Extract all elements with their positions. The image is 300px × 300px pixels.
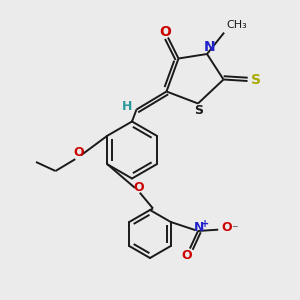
Text: N: N bbox=[204, 40, 215, 54]
Text: N: N bbox=[194, 221, 204, 234]
Text: O: O bbox=[73, 146, 84, 160]
Text: ⁻: ⁻ bbox=[232, 224, 238, 237]
Text: S: S bbox=[251, 73, 262, 86]
Text: H: H bbox=[122, 100, 133, 113]
Text: CH₃: CH₃ bbox=[226, 20, 247, 31]
Text: S: S bbox=[194, 103, 203, 117]
Text: O: O bbox=[160, 25, 172, 39]
Text: O: O bbox=[181, 249, 192, 262]
Text: O: O bbox=[134, 181, 144, 194]
Text: +: + bbox=[200, 219, 209, 230]
Text: O: O bbox=[222, 220, 232, 234]
